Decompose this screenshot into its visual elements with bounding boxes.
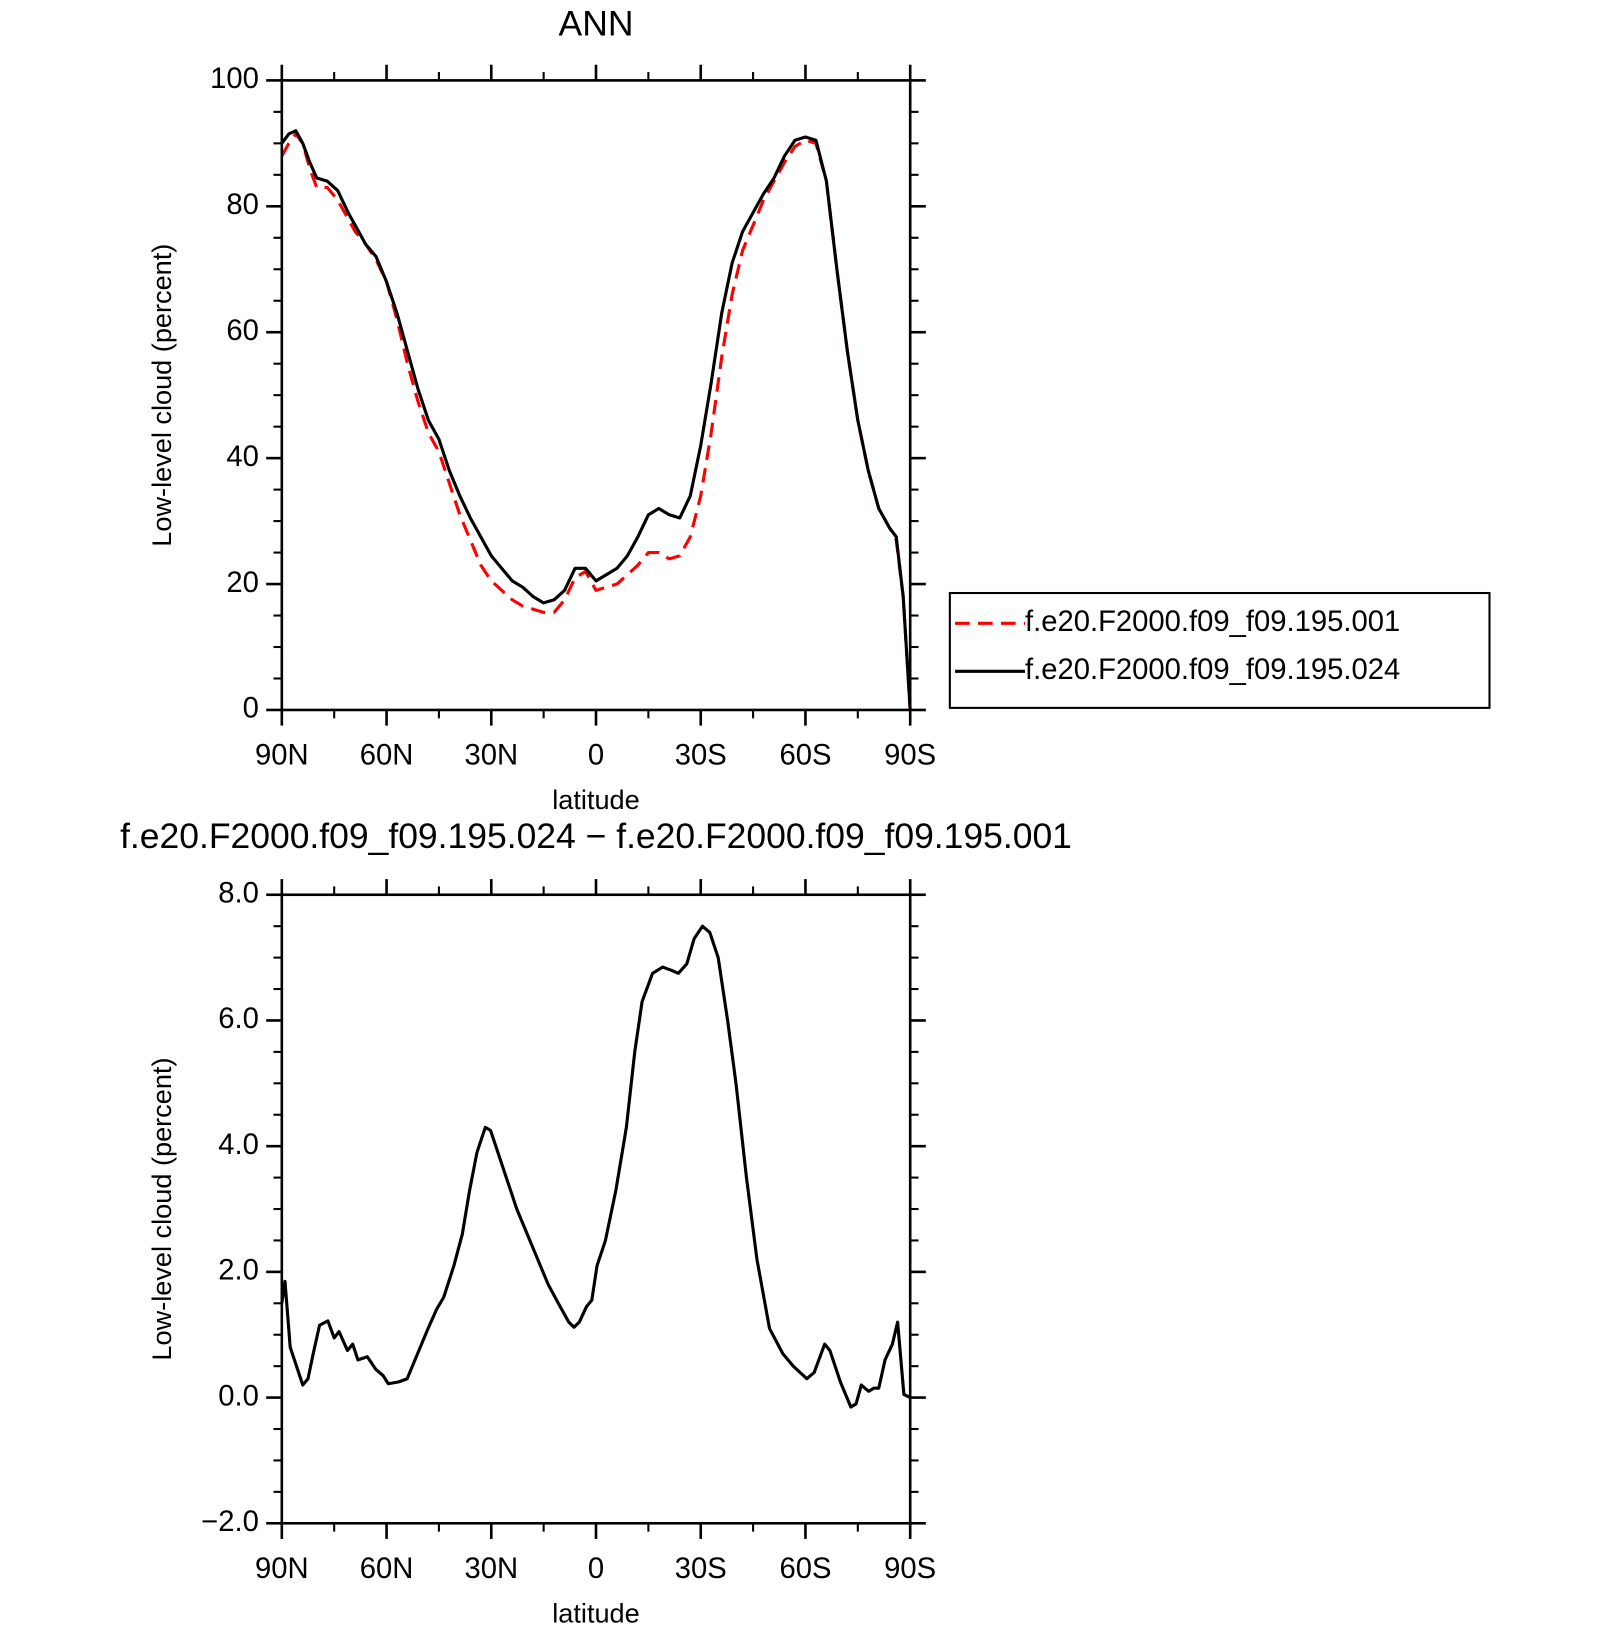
x-tick-label: 30S (675, 740, 727, 772)
x-tick-label: 30N (464, 1553, 518, 1585)
line-series (280, 924, 911, 1409)
y-tick-label: 100 (210, 63, 259, 95)
legend-label: f.e20.F2000.f09_f09.195.024 (1025, 654, 1400, 686)
legend-box (948, 591, 1491, 709)
legend-label: f.e20.F2000.f09_f09.195.001 (1025, 606, 1400, 638)
x-tick-label: 90N (255, 740, 309, 772)
x-tick-label: 60N (360, 740, 414, 772)
y-tick-label: 20 (226, 567, 259, 599)
y-axis-label: Low-level cloud (percent) (146, 244, 177, 547)
x-tick-label: 60S (779, 1553, 831, 1585)
x-tick-label: 0 (588, 1553, 604, 1585)
chart-title: f.e20.F2000.f09_f09.195.024 − f.e20.F200… (120, 816, 1072, 856)
x-tick-label: 30S (675, 1553, 727, 1585)
plot-frame (280, 79, 912, 712)
y-tick-label: 60 (226, 315, 259, 347)
y-tick-label: 6.0 (218, 1003, 259, 1035)
line-series (280, 129, 912, 711)
x-axis-label: latitude (552, 1597, 639, 1628)
x-tick-label: 60N (360, 1553, 414, 1585)
y-tick-label: 80 (226, 189, 259, 221)
chart-title: ANN (559, 3, 634, 43)
x-tick-label: 90S (884, 1553, 936, 1585)
y-tick-label: 0.0 (218, 1380, 259, 1412)
x-tick-label: 60S (779, 740, 831, 772)
x-tick-label: 90N (255, 1553, 309, 1585)
line-series (280, 132, 912, 711)
y-tick-label: 0 (243, 693, 259, 725)
y-tick-label: 8.0 (218, 877, 259, 909)
plot-frame (280, 893, 912, 1525)
x-tick-label: 0 (588, 740, 604, 772)
x-axis-label: latitude (552, 784, 639, 815)
y-tick-label: −2.0 (201, 1506, 259, 1538)
y-tick-label: 2.0 (218, 1255, 259, 1287)
y-tick-label: 4.0 (218, 1129, 259, 1161)
x-tick-label: 90S (884, 740, 936, 772)
x-tick-label: 30N (464, 740, 518, 772)
y-axis-label: Low-level cloud (percent) (146, 1057, 177, 1360)
y-tick-label: 40 (226, 441, 259, 473)
